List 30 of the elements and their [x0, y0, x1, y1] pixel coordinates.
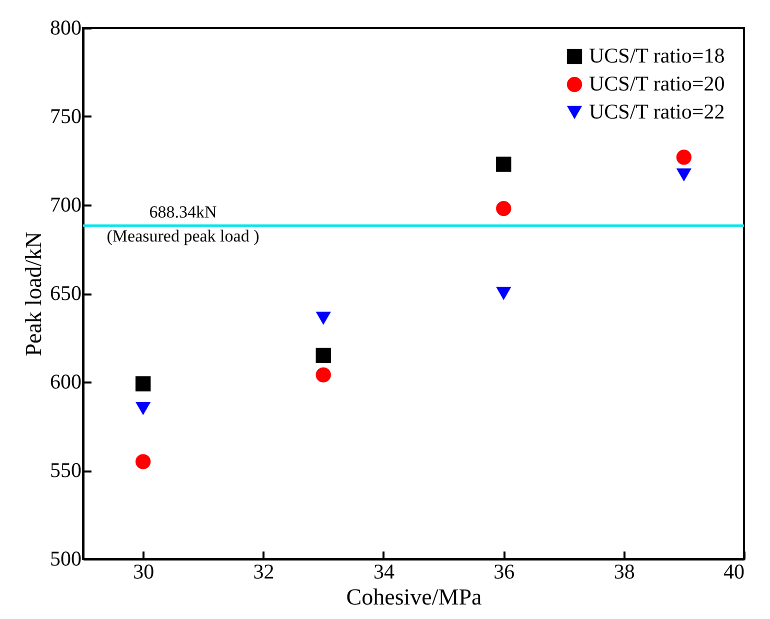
x-tick-label: 34: [373, 560, 395, 584]
point: [136, 402, 151, 416]
point: [496, 286, 512, 300]
point: [316, 367, 331, 382]
y-tick-label: 500: [50, 546, 82, 570]
x-tick-label: 38: [614, 560, 635, 584]
x-tick-label: 30: [133, 560, 154, 584]
point: [496, 156, 512, 172]
legend-label: UCS/T ratio=20: [589, 72, 725, 96]
point: [316, 348, 331, 364]
point: [136, 376, 151, 392]
point: [136, 454, 151, 470]
legend-label: UCS/T ratio=18: [589, 44, 725, 68]
x-axis-title: Cohesive/MPa: [346, 584, 482, 610]
point: [676, 150, 692, 165]
y-tick-label: 550: [50, 458, 82, 482]
y-tick-label: 650: [50, 281, 82, 305]
point: [496, 200, 512, 216]
y-axis-title: Peak load/kN: [21, 231, 46, 356]
y-tick-label: 600: [50, 370, 82, 394]
x-tick-label: 36: [494, 560, 515, 584]
ref-line-label: 688.34kN (Measured peak load ): [106, 202, 260, 246]
y-tick-label: 700: [50, 192, 82, 216]
x-tick-label: 40: [724, 560, 744, 584]
point: [676, 168, 692, 182]
y-tick-label: 800: [50, 16, 82, 40]
x-tick-label: 32: [253, 560, 274, 584]
point: [316, 312, 331, 325]
y-tick-label: 750: [50, 104, 82, 128]
legend-label: UCS/T ratio=22: [589, 100, 725, 124]
